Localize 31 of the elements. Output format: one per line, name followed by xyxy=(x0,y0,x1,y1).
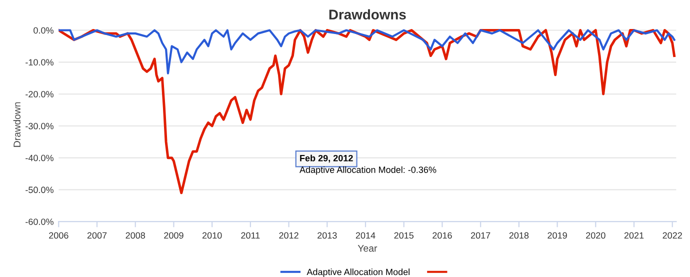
line-series xyxy=(58,29,676,74)
x-tick-label: 2007 xyxy=(87,232,107,239)
x-tick-label: 2009 xyxy=(164,232,184,239)
annotation: Feb 29, 2012 xyxy=(300,154,353,163)
x-tick-label: 2006 xyxy=(49,232,68,239)
chart-title: Drawdowns xyxy=(329,9,406,20)
x-tick-label: 2018 xyxy=(509,232,529,239)
y-tick-label: -40.0% xyxy=(26,154,54,162)
x-tick-label: 2022 xyxy=(662,232,682,239)
x-tick-label: 2017 xyxy=(470,232,490,239)
annotation: Adaptive Allocation Model: -0.36% xyxy=(300,166,436,175)
x-tick-label: 2016 xyxy=(432,232,452,239)
x-tick-label: 2020 xyxy=(586,232,606,239)
x-axis-title: Year xyxy=(358,244,378,252)
y-tick-label: -30.0% xyxy=(26,122,54,130)
x-tick-label: 2014 xyxy=(356,232,376,239)
y-tick-label: -20.0% xyxy=(26,91,54,98)
y-tick-label: 0.0% xyxy=(34,27,54,34)
x-tick-label: 2010 xyxy=(202,232,222,239)
x-tick-label: 2012 xyxy=(279,232,298,239)
y-tick-label: -60.0% xyxy=(26,218,54,225)
y-axis-title: Drawdown xyxy=(13,102,20,147)
legend-label: Adaptive Allocation Model xyxy=(306,268,410,277)
x-tick-label: 2011 xyxy=(241,232,260,239)
x-tick-label: 2013 xyxy=(318,232,337,239)
x-tick-label: 2019 xyxy=(548,232,567,239)
x-tick-label: 2008 xyxy=(126,232,146,239)
y-tick-label: -10.0% xyxy=(26,59,54,66)
y-tick-label: -50.0% xyxy=(26,186,54,194)
x-tick-label: 2021 xyxy=(624,232,644,239)
x-tick-label: 2015 xyxy=(394,232,414,239)
